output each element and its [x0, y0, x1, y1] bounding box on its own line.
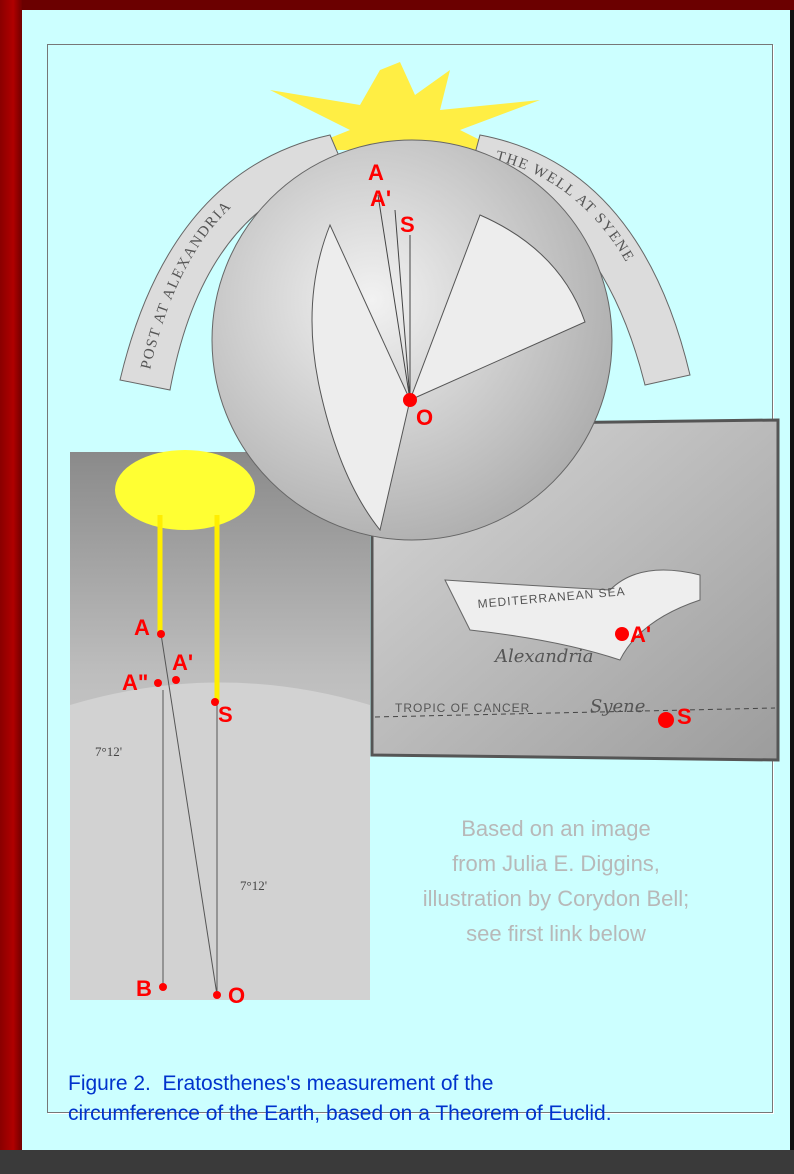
angle-label: 7°12' — [240, 878, 267, 893]
page: POST AT ALEXANDRIA THE WELL AT SYENE A A… — [0, 0, 794, 1174]
label: S — [218, 702, 233, 727]
label: A' — [172, 650, 193, 675]
label: A — [368, 160, 384, 185]
credit: from Julia E. Diggins, — [452, 851, 660, 876]
illustration: POST AT ALEXANDRIA THE WELL AT SYENE A A… — [0, 0, 794, 1174]
credit: illustration by Corydon Bell; — [423, 886, 690, 911]
credit: Based on an image — [461, 816, 651, 841]
label: B — [136, 976, 152, 1001]
caption: circumference of the Earth, based on a T… — [68, 1102, 612, 1125]
label: A' — [630, 622, 651, 647]
point — [658, 712, 674, 728]
label: S — [400, 212, 415, 237]
point — [154, 679, 162, 687]
credit: see first link below — [466, 921, 646, 946]
label: O — [228, 983, 245, 1008]
point — [157, 630, 165, 638]
sun-small — [115, 450, 255, 530]
label: S — [677, 704, 692, 729]
map-text: TROPIC OF CANCER — [395, 701, 530, 715]
label: A — [134, 615, 150, 640]
map-text: Syene — [590, 696, 645, 717]
point — [213, 991, 221, 999]
label: O — [416, 405, 433, 430]
globe — [212, 140, 612, 540]
point — [403, 393, 417, 407]
label: A' — [370, 186, 391, 211]
angle-label: 7°12' — [95, 744, 122, 759]
point — [159, 983, 167, 991]
map-text: Alexandria — [493, 646, 594, 667]
point — [172, 676, 180, 684]
point — [615, 627, 629, 641]
earth-surface — [70, 683, 370, 1001]
caption: Figure 2. Eratosthenes's measurement of … — [68, 1072, 493, 1095]
label: A" — [122, 670, 148, 695]
